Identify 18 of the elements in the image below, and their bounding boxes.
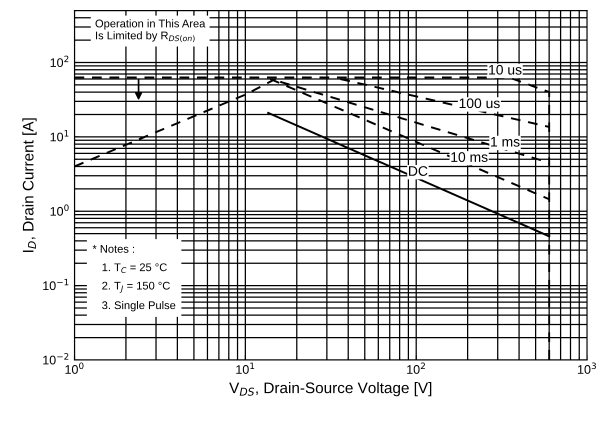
y-tick-label: 10$^{1}$ <box>50 130 68 142</box>
x-tick-label: 10$^{0}$ <box>65 362 84 374</box>
annotation: Operation in This Area Is Limited by R$_{DS(on)}$ <box>96 19 206 42</box>
series-label: 1 ms <box>491 136 520 147</box>
y-tick-label: 10$^{0}$ <box>50 204 69 216</box>
x-tick-label: 10$^{1}$ <box>236 362 254 374</box>
series-label: 10 us <box>489 64 522 75</box>
y-tick-label: 10$^{−2}$ <box>43 353 68 365</box>
y-axis-title: I$_{D}$, Drain Current [A] <box>22 118 37 252</box>
y-tick-label: 10$^{−1}$ <box>43 278 68 290</box>
series-label: DC <box>409 166 428 176</box>
y-tick-label: 10$^{2}$ <box>50 56 68 68</box>
text: * Notes : 1. T$_{C}$ = 25 °C 2. T$_{J}$ = 150 °C 3. Single Pulse <box>92 245 176 312</box>
x-tick-label: 10$^{3}$ <box>578 362 596 374</box>
series-label: 100 us <box>460 98 500 108</box>
x-tick-label: 10$^{2}$ <box>407 362 425 374</box>
x-axis-title: V$_{DS}$, Drain-Source Voltage [V] <box>229 382 432 396</box>
series-label: 10 ms <box>451 152 488 162</box>
